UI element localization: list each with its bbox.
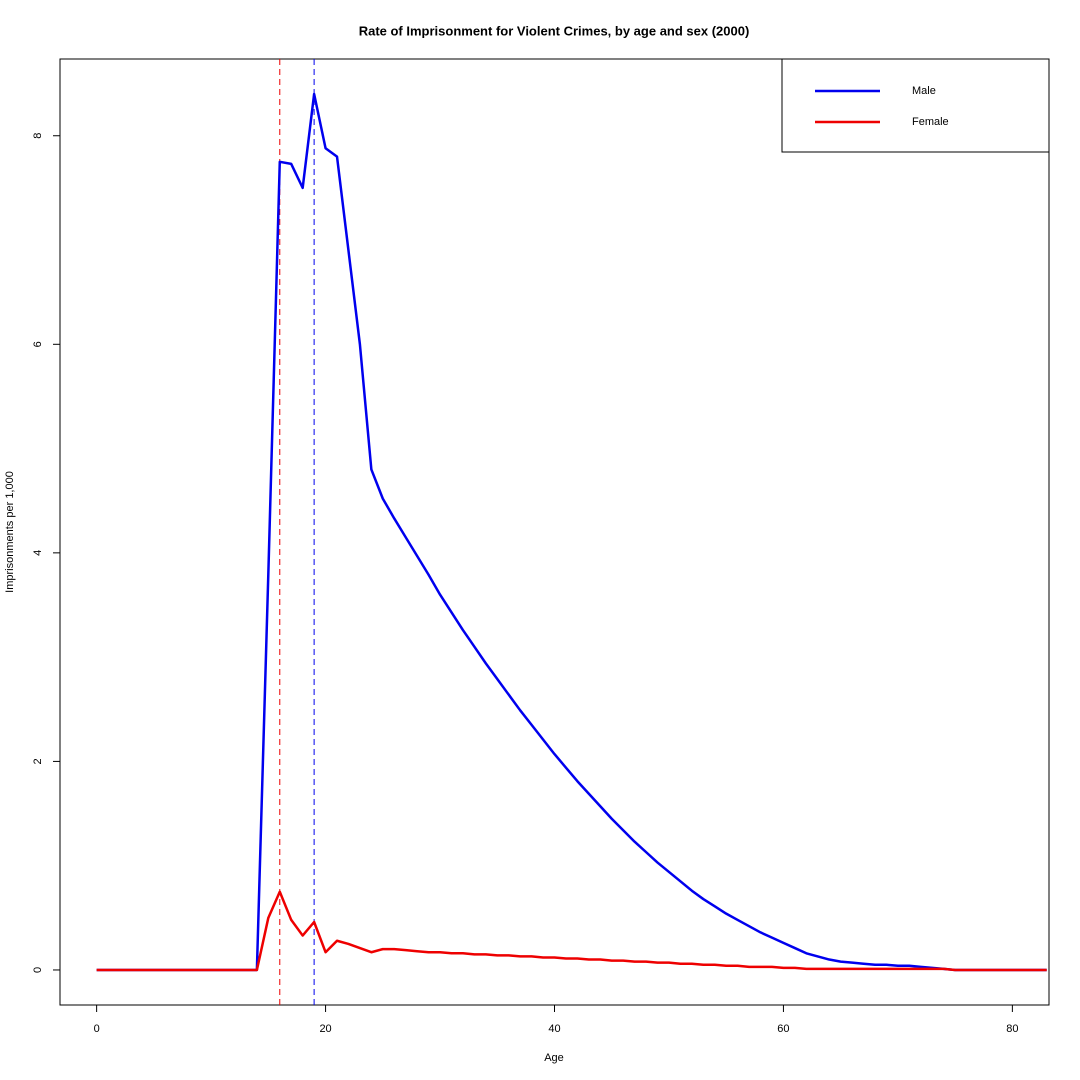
- chart-title: Rate of Imprisonment for Violent Crimes,…: [359, 23, 750, 38]
- legend-label: Male: [912, 85, 936, 97]
- legend-box: [781, 58, 1050, 153]
- x-tick-label: 80: [1006, 1023, 1018, 1035]
- x-tick-label: 20: [319, 1023, 331, 1035]
- plot-frame: [59, 58, 1050, 1006]
- y-tick-label: 4: [32, 550, 44, 556]
- plot-area: [96, 59, 1047, 1005]
- y-tick-label: 6: [32, 341, 44, 347]
- legend-label: Female: [912, 116, 949, 128]
- x-axis-label: Age: [544, 1052, 564, 1064]
- y-axis-label: Imprisonments per 1,000: [4, 471, 16, 593]
- x-tick-label: 40: [548, 1023, 560, 1035]
- data-line: [96, 92, 1047, 972]
- x-tick-label: 0: [94, 1023, 100, 1035]
- y-tick-label: 2: [32, 758, 44, 764]
- x-tick-label: 60: [777, 1023, 789, 1035]
- y-tick-label: 0: [32, 967, 44, 973]
- data-line: [96, 890, 1047, 972]
- y-tick-label: 8: [32, 133, 44, 139]
